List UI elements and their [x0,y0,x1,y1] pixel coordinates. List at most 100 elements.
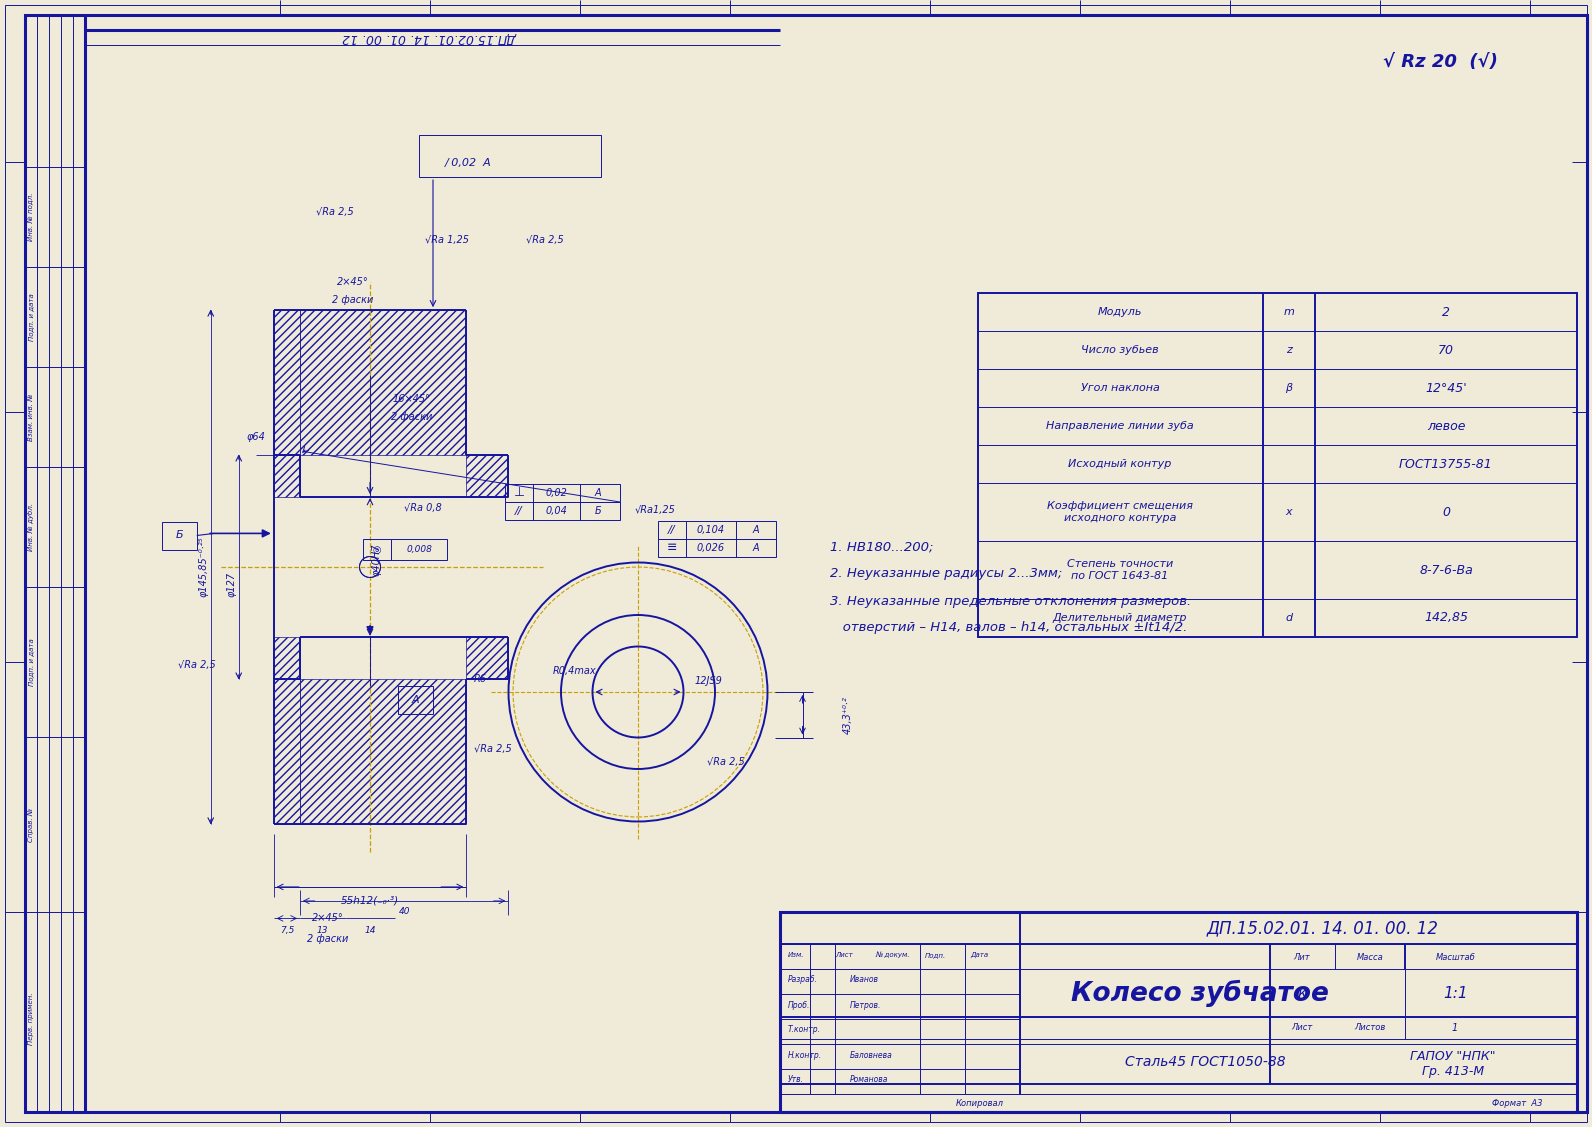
Text: z: z [1286,345,1293,355]
Text: 12°45': 12°45' [1425,382,1466,394]
Text: 13: 13 [317,926,328,935]
Text: R0,4max: R0,4max [552,666,597,676]
Text: ◎: ◎ [373,544,380,554]
Text: 0,008: 0,008 [406,545,431,554]
Text: Подп.: Подп. [925,952,946,958]
Text: А: А [412,695,419,706]
Text: A: A [595,488,602,498]
Text: 0,026: 0,026 [697,543,724,553]
Text: Проб.: Проб. [788,1001,810,1010]
Text: Изм.: Изм. [788,952,804,958]
Text: 2 фаски: 2 фаски [392,411,433,421]
Text: Взам. инв. №: Взам. инв. № [29,393,33,441]
Text: m: m [1283,307,1294,317]
Text: № докум.: № докум. [876,951,909,958]
Text: Угол наклона: Угол наклона [1081,383,1159,393]
Text: Сталь45 ГОСТ1050-88: Сталь45 ГОСТ1050-88 [1124,1055,1285,1070]
Text: Инв. № дубл.: Инв. № дубл. [27,503,35,551]
Text: 2×45°: 2×45° [312,913,344,923]
Text: Справ. №: Справ. № [27,808,35,842]
Text: Исходный контур: Исходный контур [1068,459,1172,469]
Text: 2 фаски: 2 фаски [331,294,373,304]
Text: 40: 40 [398,907,409,916]
Text: 70: 70 [1438,344,1453,356]
Text: к: к [1297,985,1307,1001]
Text: Б: Б [595,506,602,516]
Bar [657,539,775,557]
Text: Разраб.: Разраб. [788,976,818,985]
Bar [505,483,619,502]
Text: Инв. № подл.: Инв. № подл. [27,193,35,241]
Text: 43,3⁺⁰⋅²: 43,3⁺⁰⋅² [844,695,853,734]
Text: Масса: Масса [1356,952,1383,961]
Text: Петров.: Петров. [850,1001,882,1010]
Text: √Ra 2,5: √Ra 2,5 [525,236,564,245]
Bar [419,135,602,177]
Bar [398,686,433,715]
Bar [977,293,1578,637]
Text: √Ra1,25: √Ra1,25 [635,505,677,515]
Text: 16×45°: 16×45° [393,394,431,403]
Text: √Ra 0,8: √Ra 0,8 [404,503,441,513]
Text: Подп. и дата: Подп. и дата [29,638,33,686]
Text: Н.контр.: Н.контр. [788,1050,821,1059]
Bar [162,522,197,550]
Text: ⊥: ⊥ [514,487,524,499]
Text: φ127: φ127 [226,571,237,597]
Text: Направление линии зуба: Направление линии зуба [1046,421,1194,431]
Text: 142,85: 142,85 [1423,612,1468,624]
Text: √Ra 2,5: √Ra 2,5 [178,660,215,669]
Text: ≡: ≡ [667,541,677,554]
Text: φ145,85⁻⁰⋅²⁵: φ145,85⁻⁰⋅²⁵ [199,536,209,597]
Text: Колесо зубчатое: Колесо зубчатое [1071,979,1329,1006]
Text: √Ra 2,5: √Ra 2,5 [474,744,511,754]
Text: Подп. и дата: Подп. и дата [29,293,33,340]
Text: ДП.15.02.01. 14. 01. 00. 12: ДП.15.02.01. 14. 01. 00. 12 [342,32,517,44]
Text: 2. Неуказанные радиусы 2...3мм;: 2. Неуказанные радиусы 2...3мм; [829,568,1062,580]
Text: 2×45°: 2×45° [336,277,368,287]
Text: Лит: Лит [1294,952,1310,961]
Text: β: β [1285,383,1293,393]
Bar [657,521,775,539]
Text: 1:1: 1:1 [1444,985,1468,1001]
Text: Копировал: Копировал [957,1099,1005,1108]
Text: Степень точности
по ГОСТ 1643-81: Степень точности по ГОСТ 1643-81 [1067,559,1173,580]
Text: √Ra 2,5: √Ra 2,5 [317,207,353,218]
Text: 3. Неуказанные предельные отклонения размеров:: 3. Неуказанные предельные отклонения раз… [829,595,1191,607]
Text: Романова: Романова [850,1075,888,1084]
Text: левое: левое [1426,419,1465,433]
Text: Формат  А3: Формат А3 [1492,1099,1543,1108]
Text: //: // [669,525,675,535]
Text: 0,104: 0,104 [697,525,724,535]
Text: ГОСТ13755-81: ГОСТ13755-81 [1399,458,1493,470]
Text: 12JS9: 12JS9 [694,676,721,686]
Text: 0: 0 [1442,506,1450,518]
Text: Лист: Лист [1291,1023,1313,1032]
Text: 2 фаски: 2 фаски [307,934,349,944]
Text: Лист: Лист [834,952,853,958]
Text: ДП.15.02.01. 14. 01. 00. 12: ДП.15.02.01. 14. 01. 00. 12 [1207,919,1439,937]
Text: 14: 14 [365,926,376,935]
Text: 55h12(₋₀⋅³): 55h12(₋₀⋅³) [341,896,400,906]
Bar [363,539,447,560]
Text: 0,04: 0,04 [544,506,567,516]
Text: √ Rz 20  (√): √ Rz 20 (√) [1382,53,1498,71]
Text: φ40H7: φ40H7 [373,543,382,576]
Text: A: A [753,525,759,535]
Text: x: x [1286,507,1293,517]
Text: Утв.: Утв. [788,1075,804,1084]
Text: Листов: Листов [1355,1023,1385,1032]
Text: Масштаб: Масштаб [1436,952,1476,961]
Text: Баловнева: Баловнева [850,1050,893,1059]
Text: 1: 1 [1452,1023,1458,1033]
Text: 7,5: 7,5 [280,926,295,935]
Text: / 0,02  A: / 0,02 A [444,158,492,168]
Text: Гр. 413-М: Гр. 413-М [1422,1065,1484,1079]
Text: 0,02: 0,02 [544,488,567,498]
Text: //: // [516,506,522,516]
Text: d: d [1285,613,1293,623]
Text: R6: R6 [474,674,487,684]
Text: 2: 2 [1442,305,1450,319]
Text: A: A [753,543,759,553]
Text: Коэффициент смещения
исходного контура: Коэффициент смещения исходного контура [1048,502,1192,523]
